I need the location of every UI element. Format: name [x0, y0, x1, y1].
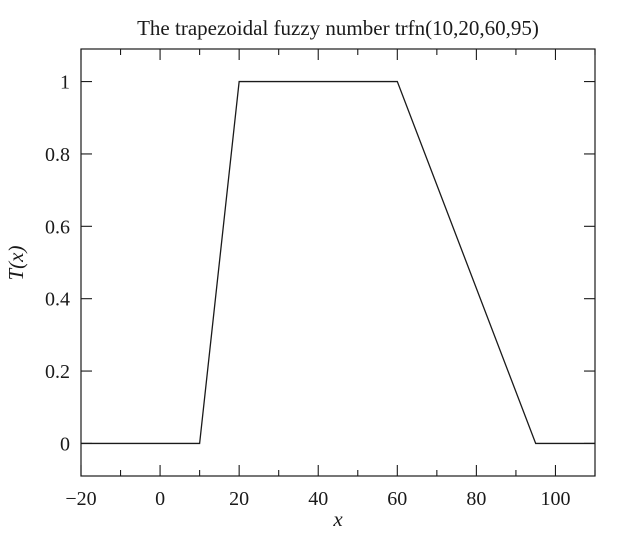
x-tick-label: 60: [387, 488, 407, 510]
y-axis-label: T(x): [4, 246, 28, 281]
y-tick-label: 1: [60, 72, 70, 94]
y-tick-label: 0.2: [45, 361, 70, 383]
x-tick-label: 40: [308, 488, 328, 510]
y-tick-label: 0.6: [45, 216, 70, 238]
y-tick-labels: 0 0.2 0.4 0.6 0.8 1: [45, 72, 70, 456]
x-tick-label: −20: [65, 488, 96, 510]
y-tick-label: 0.8: [45, 144, 70, 166]
x-tick-label: 80: [466, 488, 486, 510]
y-tick-label: 0.4: [45, 289, 70, 311]
chart-title: The trapezoidal fuzzy number trfn(10,20,…: [137, 16, 539, 40]
x-tick-labels: −20 0 20 40 60 80 100: [65, 488, 570, 510]
x-axis-label: x: [332, 507, 343, 531]
y-tick-label: 0: [60, 433, 70, 455]
plot-frame: [80, 48, 596, 477]
x-tick-label: 100: [540, 488, 570, 510]
x-tick-label: 20: [229, 488, 249, 510]
x-tick-label: 0: [155, 488, 165, 510]
axis-ticks: [80, 49, 596, 476]
series-line: [81, 80, 595, 445]
